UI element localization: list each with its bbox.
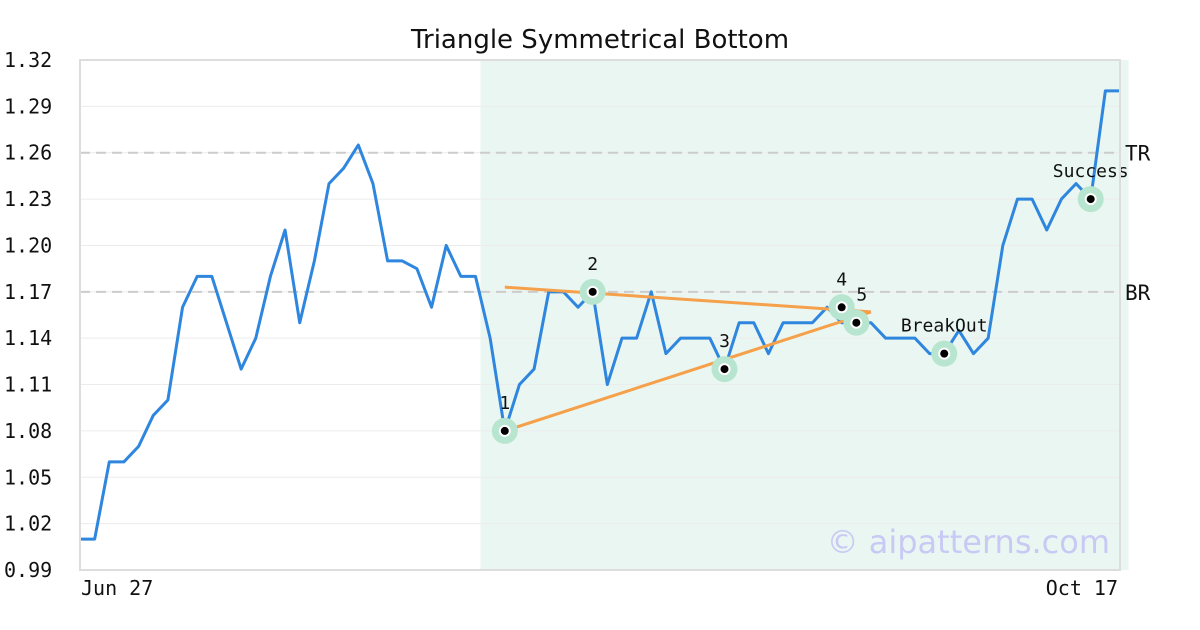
- annotation-label: 4: [836, 269, 847, 290]
- pattern-highlight-region: [480, 60, 1129, 570]
- marker-dot: [500, 426, 509, 435]
- y-tick-label: 1.05: [4, 465, 52, 489]
- annotation-label: 5: [856, 285, 867, 306]
- annotation-label: BreakOut: [901, 316, 988, 337]
- x-tick-label: Oct 17: [1046, 576, 1118, 600]
- y-axis-ticks: 0.99 1.02 1.05 1.08 1.11 1.14 1.17 1.20 1.23 1.26…: [4, 48, 52, 582]
- y-tick-label: 1.14: [4, 326, 52, 350]
- watermark-text: © aipatterns.com: [827, 523, 1110, 561]
- marker-dot: [720, 365, 729, 374]
- marker-dot: [1086, 195, 1095, 204]
- x-tick-label: Jun 27: [81, 576, 153, 600]
- y-tick-label: 1.08: [4, 419, 52, 443]
- y-tick-label: 1.02: [4, 512, 52, 536]
- annotation-label: 1: [499, 393, 510, 414]
- reference-line-label: BR: [1125, 281, 1151, 305]
- annotation-label: 2: [587, 254, 598, 275]
- y-tick-label: 1.23: [4, 187, 52, 211]
- y-tick-label: 1.20: [4, 233, 52, 257]
- marker-dot: [588, 287, 597, 296]
- x-axis-ticks: Jun 27 Oct 17: [81, 576, 1118, 600]
- y-tick-label: 0.99: [4, 558, 52, 582]
- trendline: [504, 285, 872, 314]
- marker-dot: [837, 303, 846, 312]
- plot-frame: [79, 59, 1121, 571]
- trendlines: [504, 285, 872, 433]
- highlight-layer: [480, 60, 1129, 570]
- annotation-label: 3: [719, 331, 730, 352]
- pattern-markers: 1 2 3 45 BreakOut Success: [491, 161, 1129, 444]
- trendline: [504, 310, 872, 433]
- marker-dot: [940, 349, 949, 358]
- reference-line-label: TR: [1125, 142, 1151, 166]
- y-tick-label: 1.17: [4, 280, 52, 304]
- y-tick-label: 1.32: [4, 48, 52, 72]
- marker-dot: [852, 318, 861, 327]
- annotation-label: Success: [1053, 161, 1129, 182]
- chart-title: Triangle Symmetrical Bottom: [410, 25, 789, 55]
- y-tick-label: 1.11: [4, 373, 52, 397]
- y-tick-label: 1.29: [4, 94, 52, 118]
- y-tick-label: 1.26: [4, 141, 52, 165]
